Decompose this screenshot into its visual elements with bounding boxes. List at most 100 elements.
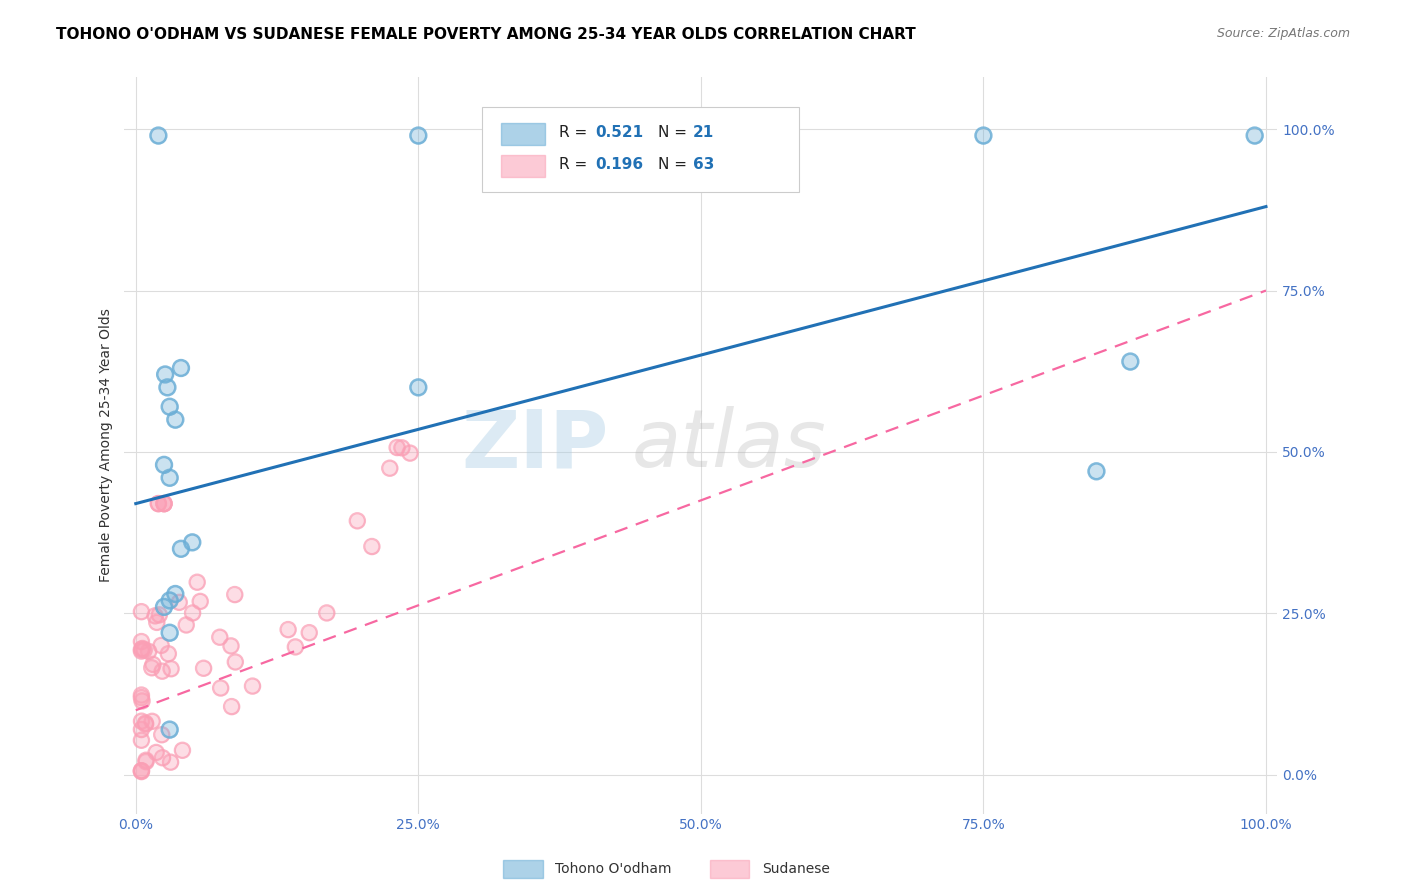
Point: [138, 644, 160, 658]
Point: [188, 594, 211, 608]
Point: [360, 540, 382, 554]
Point: [1119, 354, 1142, 368]
Point: [150, 728, 173, 742]
Y-axis label: Female Poverty Among 25-34 Year Olds: Female Poverty Among 25-34 Year Olds: [100, 309, 114, 582]
Point: [408, 128, 430, 143]
Point: [360, 540, 382, 554]
Point: [152, 750, 174, 764]
Point: [167, 595, 190, 609]
FancyBboxPatch shape: [502, 154, 546, 177]
Point: [174, 618, 197, 632]
Point: [224, 588, 246, 602]
Point: [159, 755, 181, 769]
Point: [145, 746, 167, 760]
Point: [141, 661, 163, 675]
Point: [131, 733, 153, 747]
Point: [153, 458, 176, 472]
Point: [224, 655, 246, 669]
Text: R =: R =: [560, 125, 592, 140]
Point: [1243, 128, 1265, 143]
Point: [131, 733, 153, 747]
Point: [141, 714, 163, 729]
Point: [170, 541, 193, 556]
Point: [152, 750, 174, 764]
Point: [131, 764, 153, 778]
Point: [159, 471, 181, 485]
Point: [346, 514, 368, 528]
Point: [221, 699, 243, 714]
Point: [138, 644, 160, 658]
Point: [131, 694, 153, 708]
Text: Sudanese: Sudanese: [762, 862, 830, 876]
Point: [219, 639, 242, 653]
FancyBboxPatch shape: [502, 123, 546, 145]
Point: [242, 679, 264, 693]
Point: [399, 446, 422, 460]
Point: [165, 587, 187, 601]
Point: [135, 717, 157, 731]
Point: [159, 723, 181, 737]
Point: [134, 643, 156, 657]
Point: [131, 694, 153, 708]
Point: [135, 717, 157, 731]
Point: [277, 623, 299, 637]
Point: [143, 608, 166, 623]
Point: [159, 625, 181, 640]
Point: [298, 625, 321, 640]
Point: [131, 641, 153, 656]
Point: [141, 714, 163, 729]
Point: [170, 361, 193, 376]
Point: [131, 723, 153, 737]
Point: [172, 743, 194, 757]
Point: [174, 618, 197, 632]
Point: [134, 716, 156, 731]
Point: [134, 643, 156, 657]
Point: [170, 541, 193, 556]
Point: [131, 714, 153, 728]
Point: [972, 128, 994, 143]
Point: [408, 128, 430, 143]
Point: [181, 606, 204, 620]
Point: [153, 497, 176, 511]
Point: [391, 441, 413, 455]
Point: [153, 368, 176, 382]
Point: [131, 723, 153, 737]
Point: [1243, 128, 1265, 143]
Text: 0.521: 0.521: [595, 125, 643, 140]
Point: [1085, 464, 1108, 478]
Point: [378, 461, 401, 475]
Text: atlas: atlas: [631, 407, 827, 484]
Point: [208, 630, 231, 644]
Point: [131, 605, 153, 619]
Point: [131, 605, 153, 619]
Point: [193, 661, 215, 675]
Text: TOHONO O'ODHAM VS SUDANESE FEMALE POVERTY AMONG 25-34 YEAR OLDS CORRELATION CHAR: TOHONO O'ODHAM VS SUDANESE FEMALE POVERT…: [56, 27, 915, 42]
Point: [165, 412, 187, 426]
Point: [181, 535, 204, 549]
Point: [224, 588, 246, 602]
Point: [170, 361, 193, 376]
Point: [160, 662, 183, 676]
Point: [385, 441, 408, 455]
Point: [186, 575, 208, 590]
Point: [131, 764, 153, 779]
Point: [131, 714, 153, 728]
Point: [399, 446, 422, 460]
Text: ZIP: ZIP: [461, 407, 609, 484]
Text: N =: N =: [658, 157, 692, 172]
Point: [159, 471, 181, 485]
Point: [193, 661, 215, 675]
Text: Source: ZipAtlas.com: Source: ZipAtlas.com: [1216, 27, 1350, 40]
Point: [315, 606, 337, 620]
Point: [208, 630, 231, 644]
Point: [131, 634, 153, 648]
Point: [391, 441, 413, 455]
Point: [131, 764, 153, 778]
Point: [153, 497, 176, 511]
Point: [153, 497, 176, 511]
Point: [167, 595, 190, 609]
Point: [159, 400, 181, 414]
Point: [153, 497, 176, 511]
Point: [153, 368, 176, 382]
Point: [159, 723, 181, 737]
